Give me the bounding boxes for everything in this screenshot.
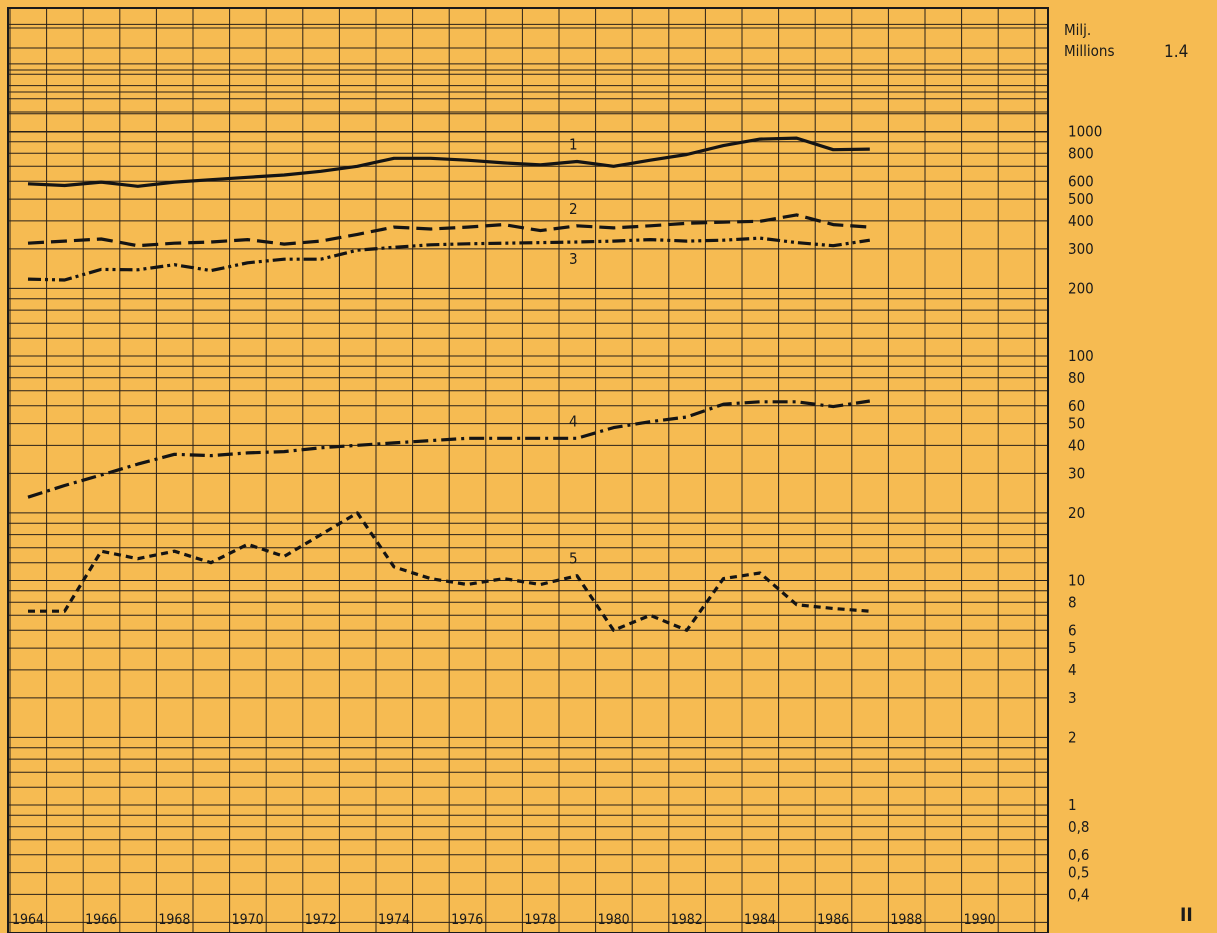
- x-tick-label: 1990: [964, 912, 996, 928]
- x-tick-label: 1968: [158, 912, 190, 928]
- y-tick-label: 5: [1068, 639, 1077, 657]
- series-label: 2: [569, 200, 578, 218]
- y-tick-label: 500: [1068, 190, 1094, 208]
- y-tick-label: 2: [1068, 728, 1077, 746]
- x-tick-label: 1974: [378, 912, 410, 928]
- y-tick-label: 0,5: [1068, 864, 1089, 882]
- y-tick-label: 4: [1068, 661, 1077, 679]
- x-tick-label: 1970: [232, 912, 264, 928]
- y-tick-label: 30: [1068, 464, 1085, 482]
- y-tick-label: 20: [1068, 504, 1085, 522]
- y-tick-label: 100: [1068, 347, 1094, 365]
- y-tick-label: 6: [1068, 621, 1077, 639]
- y-tick-label: 200: [1068, 279, 1094, 297]
- y-tick-label: 0,8: [1068, 818, 1089, 836]
- series-lines: 1 2 3 4 5: [27, 136, 871, 632]
- series-line-3: [27, 236, 871, 282]
- y-tick-label: 600: [1068, 172, 1094, 190]
- y-tick-label: 10: [1068, 572, 1085, 590]
- x-tick-label: 1966: [85, 912, 117, 928]
- x-axis-ticks: 1964 1966 1968 1970 1972 1974 1976 1978 1980 1982…: [12, 912, 996, 928]
- y-tick-label: 60: [1068, 397, 1085, 415]
- x-tick-label: 1980: [598, 912, 630, 928]
- x-tick-label: 1984: [744, 912, 776, 928]
- x-tick-label: 1972: [305, 912, 337, 928]
- unit-label-en: Millions: [1064, 42, 1115, 60]
- y-tick-label: 0,6: [1068, 846, 1089, 864]
- x-tick-label: 1976: [451, 912, 483, 928]
- y-tick-label: 300: [1068, 240, 1094, 258]
- series-label: 4: [569, 412, 578, 430]
- y-tick-label: 800: [1068, 144, 1094, 162]
- x-tick-label: 1982: [671, 912, 703, 928]
- y-tick-label: 80: [1068, 369, 1085, 387]
- series-line-2: [27, 213, 870, 248]
- unit-label-fi: Milj.: [1064, 21, 1091, 39]
- y-tick-label: 3: [1068, 689, 1077, 707]
- y-tick-label: 50: [1068, 415, 1085, 433]
- series-line-5: [28, 511, 870, 632]
- x-tick-label: 1986: [817, 912, 849, 928]
- table-reference: 1.4: [1164, 42, 1188, 62]
- section-numeral: II: [1180, 904, 1193, 926]
- x-tick-label: 1988: [890, 912, 922, 928]
- y-tick-label: 40: [1068, 436, 1085, 454]
- x-tick-label: 1964: [12, 912, 44, 928]
- grid: [8, 8, 1048, 933]
- y-tick-label: 0,4: [1068, 885, 1089, 903]
- y-tick-label: 8: [1068, 593, 1077, 611]
- y-tick-label: 1: [1068, 796, 1077, 814]
- series-line-4: [27, 399, 871, 499]
- x-tick-label: 1978: [524, 912, 556, 928]
- y-tick-label: 1000: [1068, 123, 1102, 141]
- series-label: 5: [569, 550, 578, 568]
- series-line-1: [27, 136, 870, 188]
- series-label: 3: [569, 250, 578, 268]
- y-tick-label: 400: [1068, 212, 1094, 230]
- series-label: 1: [569, 136, 578, 154]
